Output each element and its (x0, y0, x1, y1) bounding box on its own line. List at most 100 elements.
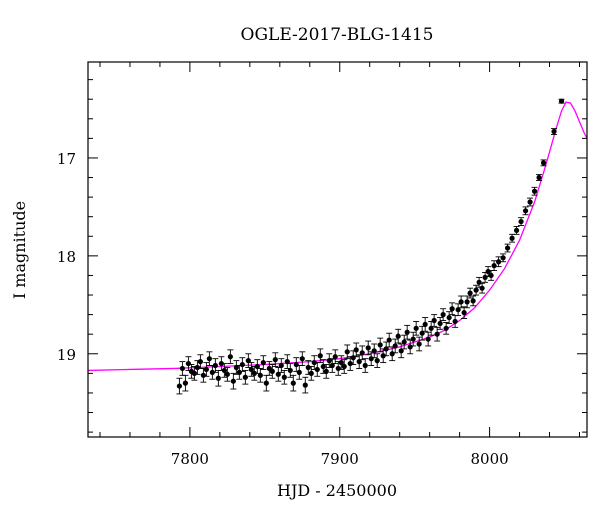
data-marker (287, 367, 293, 374)
data-point (558, 98, 565, 104)
data-point (224, 367, 231, 382)
data-point (284, 354, 291, 369)
data-marker (359, 350, 365, 356)
data-point (356, 354, 363, 369)
data-marker (227, 354, 233, 360)
data-point (455, 303, 462, 317)
data-marker (362, 362, 368, 369)
data-marker (302, 382, 308, 388)
data-marker (476, 279, 482, 285)
data-marker (308, 370, 314, 376)
data-marker (401, 339, 407, 345)
data-point (233, 360, 240, 375)
data-marker (365, 345, 371, 351)
data-point (299, 351, 306, 366)
data-point (221, 363, 228, 378)
data-marker (350, 355, 356, 361)
data-point (473, 284, 480, 296)
data-marker (404, 329, 410, 335)
x-tick-label: 7800 (171, 450, 209, 468)
data-marker (239, 361, 245, 368)
y-axis-label: I magnitude (10, 201, 29, 299)
data-point (509, 233, 516, 243)
data-point (359, 345, 366, 361)
data-marker (434, 331, 440, 337)
chart-title: OGLE-2017-BLG-1415 (241, 25, 434, 45)
data-marker (368, 356, 374, 362)
data-point (504, 243, 511, 253)
data-marker (248, 366, 254, 373)
data-point (464, 295, 471, 309)
data-marker (536, 174, 542, 181)
data-point (482, 272, 489, 283)
data-marker (236, 369, 242, 375)
data-marker (329, 362, 335, 369)
data-marker (407, 344, 413, 350)
data-marker (305, 364, 311, 371)
data-point (287, 363, 294, 378)
data-marker (374, 358, 380, 364)
data-point (197, 354, 204, 369)
data-point (416, 336, 423, 352)
data-marker (272, 357, 278, 363)
data-marker (299, 356, 305, 362)
data-marker (446, 314, 452, 321)
data-point (500, 253, 507, 263)
data-marker (518, 218, 524, 225)
data-point (413, 321, 420, 336)
y-tick-label: 19 (57, 346, 76, 364)
data-marker (263, 380, 269, 386)
data-marker (230, 378, 236, 384)
data-marker (386, 337, 392, 343)
data-point (437, 317, 444, 330)
data-point (495, 256, 502, 268)
data-point (230, 372, 237, 390)
data-marker (482, 274, 488, 281)
data-point (404, 324, 411, 340)
data-point (290, 374, 297, 392)
data-point (377, 337, 384, 353)
data-point (461, 306, 468, 319)
data-point (518, 217, 525, 226)
data-point (362, 358, 369, 373)
data-point (338, 355, 345, 370)
data-point (540, 159, 547, 167)
data-marker (440, 312, 446, 318)
data-marker (551, 128, 557, 135)
data-point (266, 361, 273, 376)
data-point (365, 340, 372, 356)
data-marker (377, 342, 383, 348)
data-marker (449, 306, 455, 312)
y-tick-label: 18 (57, 248, 76, 266)
data-marker (558, 98, 565, 104)
x-tick-label: 7900 (321, 450, 359, 468)
data-point (452, 315, 459, 328)
data-point (308, 366, 315, 381)
data-point (272, 352, 279, 367)
data-points-layer (176, 98, 565, 395)
data-point (263, 374, 270, 392)
data-marker (245, 358, 251, 364)
data-marker (275, 371, 281, 377)
data-marker (260, 359, 266, 366)
data-point (329, 358, 336, 373)
data-marker (410, 336, 416, 342)
data-point (374, 353, 381, 368)
tick-labels-layer: 7800 7900 8000 17 18 19 (57, 150, 509, 468)
y-tick-label: 17 (57, 150, 76, 168)
data-point (203, 362, 210, 377)
data-marker (185, 360, 191, 367)
data-marker (422, 321, 428, 328)
data-marker (464, 299, 470, 305)
data-point (242, 369, 249, 385)
data-marker (215, 375, 221, 381)
data-point (443, 321, 450, 335)
data-point (182, 374, 189, 392)
data-marker (437, 320, 443, 327)
x-axis-label: HJD - 2450000 (277, 481, 397, 500)
data-marker (540, 160, 547, 166)
data-point (470, 295, 477, 307)
data-point (422, 317, 429, 332)
data-point (491, 260, 498, 272)
data-marker (419, 330, 425, 336)
